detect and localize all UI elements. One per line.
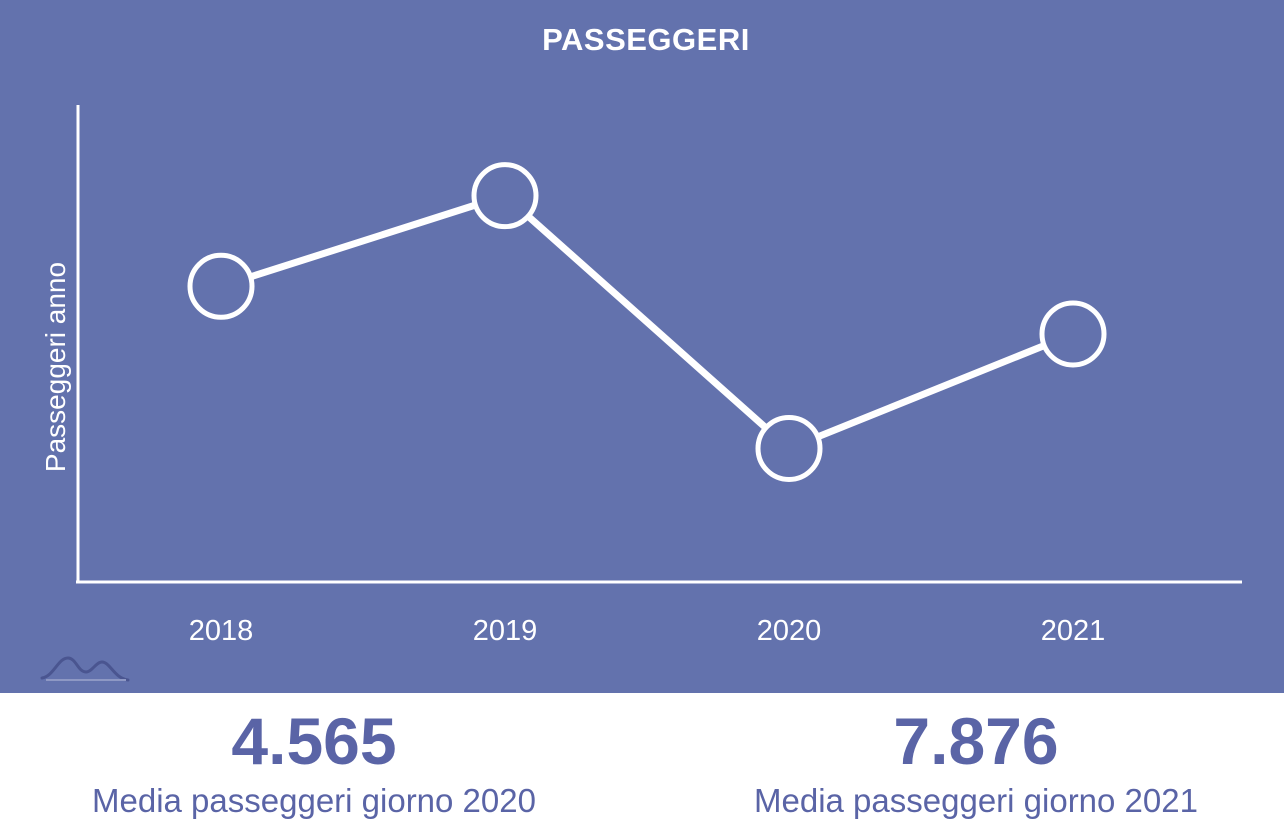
stat-label: Media passeggeri giorno 2021 (754, 782, 1198, 819)
y-axis-label: Passeggeri anno (40, 261, 71, 473)
stat-value: 7.876 (893, 704, 1059, 778)
stat-value: 4.565 (231, 704, 397, 778)
chart-panel: PASSEGGERI 2018 2019 2020 2021 Passeggeri a… (0, 0, 1284, 693)
series-line (219, 192, 1075, 452)
data-point-2021 (1039, 300, 1107, 368)
mountains-icon (40, 656, 130, 682)
x-tick-label: 2020 (757, 615, 822, 647)
chart-title: PASSEGGERI (542, 22, 750, 57)
data-point-2020 (755, 414, 823, 482)
stat-2021: 7.876 Media passeggeri giorno 2021 (722, 708, 1230, 820)
line-chart: 2018 2019 2020 2021 (76, 105, 1242, 647)
data-point-2019 (471, 162, 539, 230)
x-tick-label: 2021 (1041, 615, 1106, 647)
data-point-2018 (187, 252, 255, 320)
stat-2020: 4.565 Media passeggeri giorno 2020 (62, 708, 566, 820)
x-tick-label: 2018 (189, 615, 254, 647)
x-tick-label: 2019 (473, 615, 538, 647)
stat-label: Media passeggeri giorno 2020 (92, 782, 536, 819)
